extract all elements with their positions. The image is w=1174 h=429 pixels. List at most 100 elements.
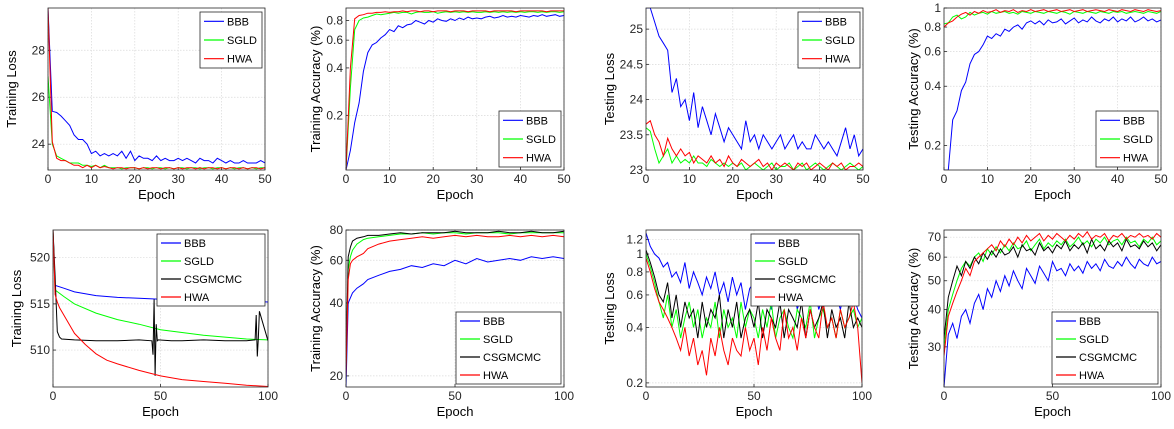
legend-label-bbb: BBB <box>1123 115 1145 127</box>
y-tick-label: 23.5 <box>620 128 644 142</box>
x-tick-label: 0 <box>941 172 948 186</box>
legend: BBB SGLD CSGMCMC HWA <box>455 311 562 385</box>
y-axis-label: Testing Loss <box>602 52 617 125</box>
y-tick-label: 25 <box>630 22 644 36</box>
x-tick-label: 10 <box>683 172 697 186</box>
legend-label-sgld: SGLD <box>1079 334 1109 346</box>
x-tick-label: 100 <box>852 389 872 403</box>
series-line-bbb <box>646 8 863 158</box>
series-line-csgmcmc <box>346 230 564 366</box>
y-tick-label: 80 <box>330 223 344 237</box>
legend-label-sgld: SGLD <box>1123 134 1153 146</box>
y-tick-label: 0.4 <box>326 61 343 75</box>
axes-frame <box>645 229 863 388</box>
legend-label-bbb: BBB <box>825 16 847 28</box>
legend-label-sgld: SGLD <box>526 134 556 146</box>
y-axis-label: Training Accuracy (%) <box>308 245 323 372</box>
legend-label-csgmcmc: CSGMCMC <box>483 352 541 364</box>
y-tick-label: 0.2 <box>924 138 941 152</box>
x-tick-label: 50 <box>1046 389 1060 403</box>
series-line-sgld <box>944 10 1161 25</box>
x-tick-label: 0 <box>343 172 350 186</box>
chart-panel-5: 0 50 100 510 515 520 Epoch Training Loss BBB SGLD… <box>9 229 278 419</box>
x-axis-label: Epoch <box>142 404 179 419</box>
axes-frame <box>345 7 565 171</box>
y-axis-label: Testing Accuracy (%) <box>906 28 921 149</box>
legend-label-hwa: HWA <box>1123 153 1149 165</box>
legend-box <box>750 233 860 307</box>
chart-panel-7: 0 50 100 0.2 0.4 0.6 0.8 11.2 Epoch Testing Loss B… <box>602 229 872 419</box>
y-tick-label: 0.2 <box>626 376 643 390</box>
legend: BBB SGLD HWA <box>1095 110 1159 168</box>
axes-frame <box>943 7 1162 171</box>
y-axis-label: Training Accuracy (%) <box>308 26 323 153</box>
x-axis-label: Epoch <box>437 404 474 419</box>
y-tick-label: 515 <box>30 297 50 311</box>
chart-panel-3: 0 10 20 30 40 50 23 23.5 24 24.5 25 Epoch Testing Lo… <box>602 7 870 202</box>
legend-box <box>156 233 266 307</box>
x-axis-label: Epoch <box>1034 404 1071 419</box>
series-line-hwa <box>346 10 564 170</box>
y-tick-label: 1.2 <box>626 232 643 246</box>
x-tick-label: 40 <box>1111 172 1125 186</box>
y-tick-label: 0.6 <box>326 33 343 47</box>
x-tick-label: 30 <box>172 172 186 186</box>
x-tick-label: 50 <box>1154 172 1168 186</box>
x-tick-label: 0 <box>343 389 350 403</box>
legend-label-sgld: SGLD <box>227 35 257 47</box>
legend-label-bbb: BBB <box>483 316 505 328</box>
y-tick-label: 520 <box>30 251 50 265</box>
x-tick-label: 50 <box>856 172 870 186</box>
x-tick-label: 50 <box>258 172 272 186</box>
legend-label-bbb: BBB <box>227 16 249 28</box>
series-line-hwa <box>646 257 862 383</box>
y-tick-label: 30 <box>928 340 942 354</box>
y-tick-label: 0.8 <box>924 20 941 34</box>
x-axis-label: Epoch <box>736 404 773 419</box>
legend-label-hwa: HWA <box>1079 370 1105 382</box>
x-tick-label: 20 <box>427 172 441 186</box>
y-tick-label: 0.2 <box>326 108 343 122</box>
axes-frame <box>47 7 266 171</box>
series-line-bbb <box>346 14 564 170</box>
legend: BBB SGLD HWA <box>199 11 263 69</box>
series-line-hwa <box>48 8 265 170</box>
y-tick-label: 510 <box>30 343 50 357</box>
chart-panel-1: 0 10 20 30 40 50 24 26 28 Epoch Training Loss BBB SG… <box>4 7 272 202</box>
y-tick-label: 23 <box>630 163 644 177</box>
series-line-hwa <box>646 119 863 170</box>
axes-frame <box>645 7 864 171</box>
x-axis-label: Epoch <box>736 187 773 202</box>
legend-label-csgmcmc: CSGMCMC <box>778 274 836 286</box>
x-tick-label: 0 <box>941 389 948 403</box>
x-tick-label: 40 <box>514 172 528 186</box>
y-tick-label: 50 <box>928 274 942 288</box>
legend-label-bbb: BBB <box>526 115 548 127</box>
axes-frame <box>345 229 565 388</box>
series-line-csgmcmc <box>646 249 862 339</box>
x-tick-label: 100 <box>258 389 278 403</box>
series-line-bbb <box>48 8 265 164</box>
legend-label-bbb: BBB <box>778 238 800 250</box>
x-tick-label: 50 <box>154 389 168 403</box>
x-axis-label: Epoch <box>437 187 474 202</box>
y-tick-label: 26 <box>32 90 46 104</box>
x-tick-label: 30 <box>770 172 784 186</box>
y-tick-label: 0.4 <box>924 79 941 93</box>
y-tick-label: 60 <box>928 250 942 264</box>
x-axis-label: Epoch <box>138 187 175 202</box>
y-tick-label: 1 <box>934 1 941 15</box>
legend-label-hwa: HWA <box>227 54 253 66</box>
axes-frame <box>52 229 269 388</box>
series-line-bbb <box>944 16 1161 170</box>
legend-label-hwa: HWA <box>483 370 509 382</box>
x-tick-label: 100 <box>1151 389 1171 403</box>
x-tick-label: 40 <box>215 172 229 186</box>
y-tick-label: 1 <box>636 247 643 261</box>
chart-panel-2: 0 10 20 30 40 50 0.2 0.4 0.6 0.8 Epoch Training Acc… <box>308 7 571 202</box>
series-line-hwa <box>944 230 1161 356</box>
y-tick-label: 24 <box>630 93 644 107</box>
legend: BBB SGLD CSGMCMC HWA <box>1051 311 1159 385</box>
y-tick-label: 24.5 <box>620 57 644 71</box>
